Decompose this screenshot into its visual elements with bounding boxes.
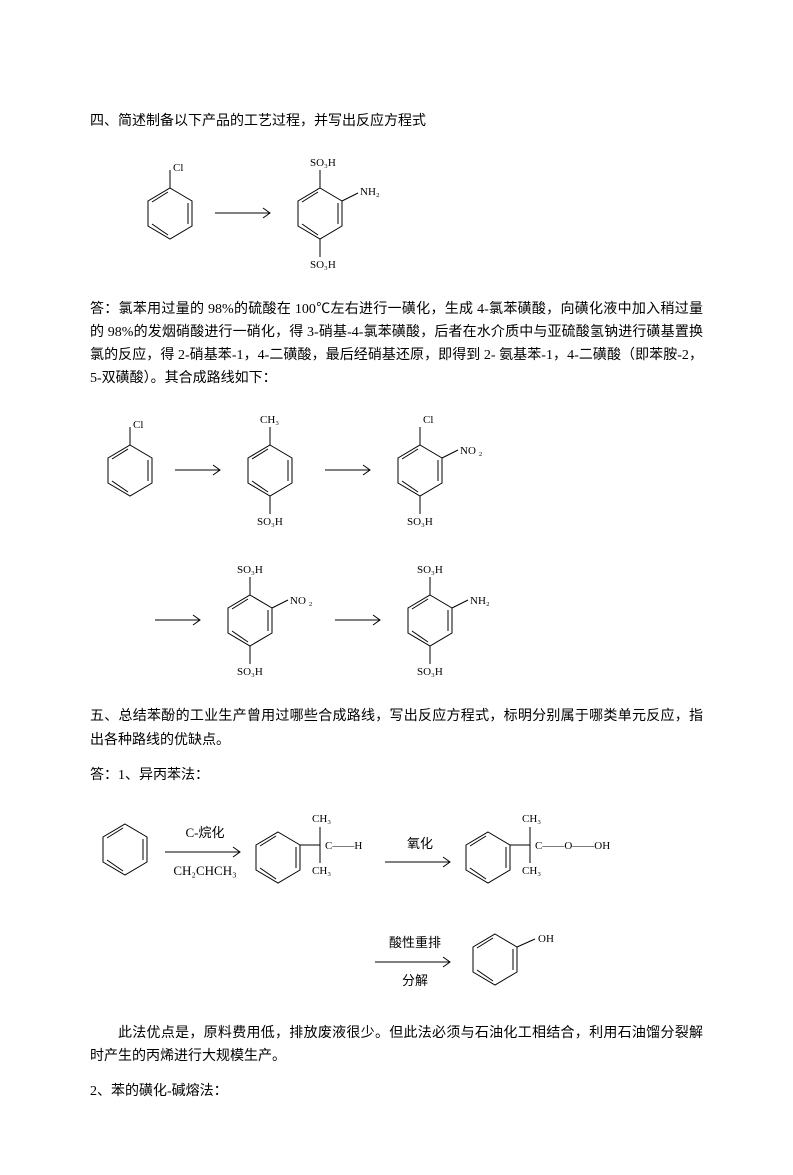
label-ch3-c: CH₃ [522,813,541,825]
label-nh2-2: NH₂ [470,595,490,607]
q4-route-row2: SO₃H SO₃H NO ₂ SO₃H SO₃H NH₂ [150,555,703,685]
label-ch3: CH₃ [260,414,279,426]
mol-r2-1: SO₃H SO₃H NO ₂ [210,555,330,685]
mol-hydroperoxide: CH₃ CH₃ C——O——OH [460,802,630,902]
arrow-r2-2 [330,605,390,635]
label-so3h-bot: SO₃H [310,259,336,271]
q4-route-row1: Cl CH₃ SO₃H [90,405,703,535]
arrow-r2-1 [150,605,210,635]
q4-title: 四、简述制备以下产品的工艺过程，并写出反应方程式 [90,110,703,133]
mol-benzene [90,812,160,892]
label-so3h-4: SO₃H [237,564,263,576]
mol-r1-1: Cl [90,415,170,525]
label-cl: Cl [173,162,183,174]
label-alkyl-bot: CH₂CHCH₃ [160,860,250,881]
label-ch3-d: CH₃ [522,865,541,877]
q5-scheme-row1: C-烷化 CH₂CHCH₃ CH₃ CH₃ C——H 氧化 [90,802,703,902]
label-no2: NO ₂ [460,445,483,457]
label-so3h-5: SO₃H [237,666,263,678]
label-cl-2: Cl [133,419,143,431]
arrow-1 [210,198,280,228]
label-so3h-2: SO₃H [257,516,283,528]
arrow-oxid: 氧化 [380,833,460,870]
q5-conclusion: 此法优点是，原料费用低，排放废液很少。但此法必须与石油化工相结合，利用石油馏分裂… [90,1022,703,1068]
arrow-r1-1 [170,455,230,485]
label-so3h-top: SO₃H [310,157,336,169]
label-no2-2: NO ₂ [290,595,313,607]
label-cl-3: Cl [423,414,433,426]
mol-r1-3: Cl SO₃H NO ₂ [380,405,500,535]
label-alkyl-top: C-烷化 [160,822,250,843]
label-so3h-7: SO₃H [417,666,443,678]
label-ch3-b: CH₃ [312,865,331,877]
q4-scheme-top: Cl SO₃H SO₃H NH₂ [130,148,703,278]
label-rearr-bot: 分解 [370,970,460,991]
label-oh: OH [538,933,554,945]
mol-phenol: OH [460,922,570,1002]
q5-method2: 2、苯的磺化-碱熔法： [90,1080,703,1103]
arrow-alkyl: C-烷化 CH₂CHCH₃ [160,822,250,881]
label-cooh: C——O——OH [535,840,610,852]
q5-title: 五、总结苯酚的工业生产曾用过哪些合成路线，写出反应方程式，标明分别属于哪类单元反… [90,705,703,751]
label-ch: C——H [325,840,362,852]
mol-r2-2: SO₃H SO₃H NH₂ [390,555,510,685]
label-so3h-3: SO₃H [407,516,433,528]
label-ch3-a: CH₃ [312,813,331,825]
label-oxid: 氧化 [380,833,460,854]
label-rearr-top: 酸性重排 [370,932,460,953]
arrow-rearr: 酸性重排 分解 [370,932,460,991]
mol-product-top: SO₃H SO₃H NH₂ [280,148,400,278]
q5-scheme-row2: 酸性重排 分解 OH [370,922,703,1002]
mol-cumene: CH₃ CH₃ C——H [250,802,380,902]
label-so3h-6: SO₃H [417,564,443,576]
label-nh2: NH₂ [360,186,380,198]
q5-ans-label: 答：1、异丙苯法： [90,764,703,787]
mol-chlorobenzene: Cl [130,158,210,268]
arrow-r1-2 [320,455,380,485]
q4-answer: 答：氯苯用过量的 98%的硫酸在 100℃左右进行一磺化，生成 4-氯苯磺酸，向… [90,298,703,390]
mol-r1-2: CH₃ SO₃H [230,405,320,535]
